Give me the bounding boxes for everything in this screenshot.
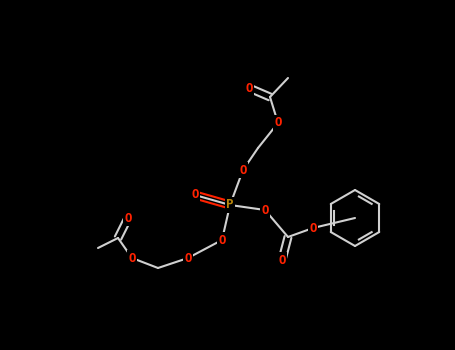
Text: O: O xyxy=(239,163,247,176)
Text: O: O xyxy=(191,189,199,202)
Text: O: O xyxy=(124,211,132,224)
Text: O: O xyxy=(309,222,317,235)
Text: O: O xyxy=(278,253,286,266)
Text: O: O xyxy=(128,252,136,265)
Text: O: O xyxy=(218,233,226,246)
Text: O: O xyxy=(274,117,282,130)
Text: O: O xyxy=(245,82,253,95)
Text: O: O xyxy=(184,252,192,265)
Text: O: O xyxy=(261,203,269,217)
Text: P: P xyxy=(226,198,234,211)
